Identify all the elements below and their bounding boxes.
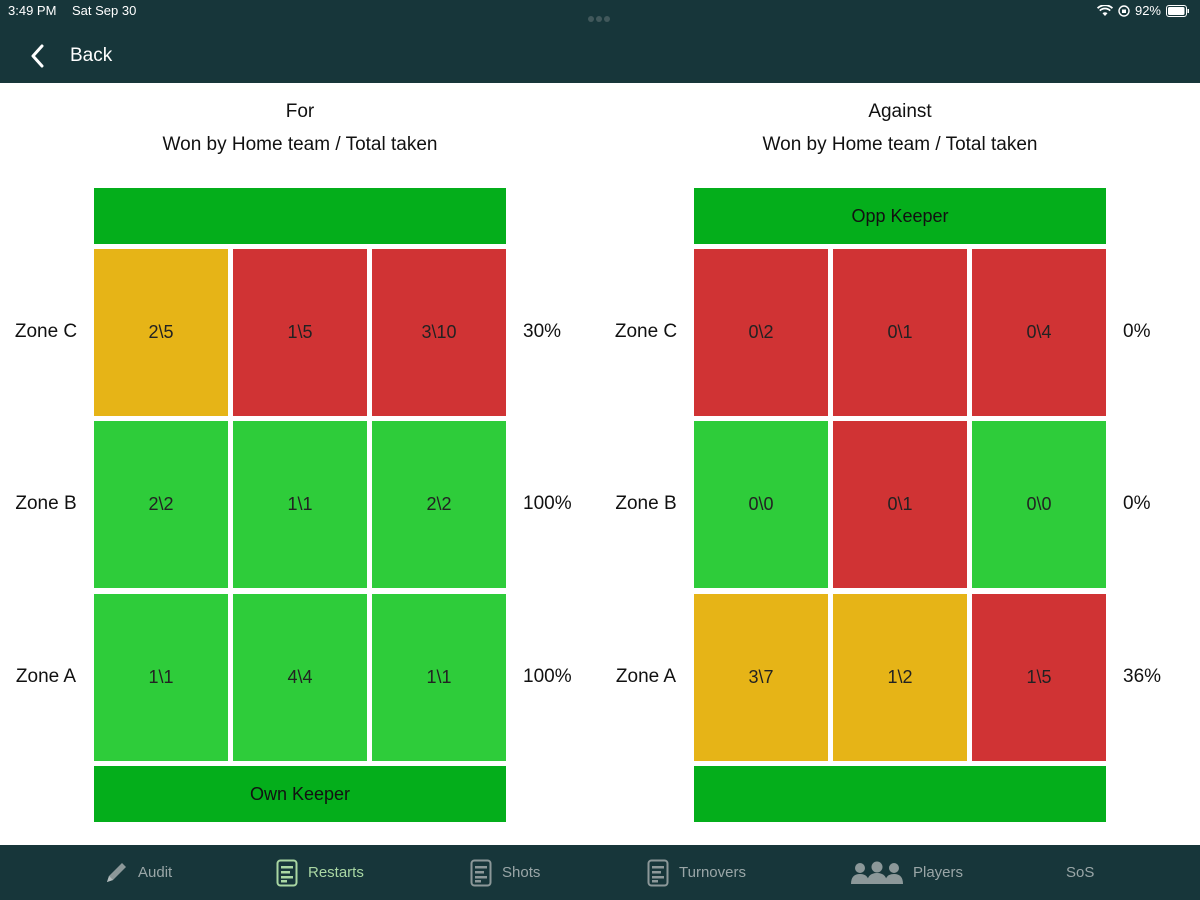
zone-cell[interactable]: 0\1 [833,421,967,588]
bottom-keeper-bar [694,766,1106,822]
orientation-lock-icon [1118,4,1130,17]
zone-label: Zone C [14,321,78,342]
tab-shots[interactable]: Shots [470,845,540,900]
zone-cell[interactable]: 3\10 [372,249,506,416]
zone-cell[interactable]: 0\0 [694,421,828,588]
tab-players[interactable]: Players [851,845,963,900]
tab-label: Players [913,864,964,881]
back-label: Back [70,45,113,66]
zone-cell[interactable]: 0\0 [972,421,1106,588]
tab-label: Shots [502,864,541,881]
zone-cell[interactable]: 1\5 [233,249,367,416]
tab-label: Audit [138,864,173,881]
zone-percentage: 100% [523,493,572,514]
panel-subtitle: Won by Home team / Total taken [162,134,438,155]
tab-label: Restarts [308,864,364,881]
zone-label: Zone B [15,493,77,514]
tab-bar: Audit Restarts Shots Turnovers [0,845,1200,900]
for-panel: For Won by Home team / Total taken Zone … [0,83,600,845]
zone-percentage: 36% [1123,666,1162,687]
zone-cell[interactable]: 3\7 [694,594,828,761]
tab-audit[interactable]: Audit [104,845,172,900]
back-button[interactable]: Back [30,38,112,74]
tab-label: SoS [1066,864,1095,881]
document-list-icon [276,859,298,886]
zone-percentage: 0% [1123,321,1151,342]
zone-cell[interactable]: 0\1 [833,249,967,416]
tab-restarts[interactable]: Restarts [276,845,364,900]
top-keeper-bar [94,188,506,244]
chevron-left-icon [31,44,44,68]
wifi-icon [1096,4,1113,16]
battery-icon [1166,4,1189,17]
zone-cell[interactable]: 2\2 [94,421,228,588]
zone-cell[interactable]: 2\2 [372,421,506,588]
zone-label: Zone C [614,321,678,342]
zone-cell[interactable]: 1\1 [372,594,506,761]
panel-title: For [285,101,315,122]
zone-cell[interactable]: 0\2 [694,249,828,416]
bottom-keeper-bar: Own Keeper [94,766,506,822]
zone-label: Zone A [615,666,677,687]
top-keeper-bar: Opp Keeper [694,188,1106,244]
document-list-icon [470,859,492,886]
document-list-icon [647,859,669,886]
zone-cell[interactable]: 1\1 [94,594,228,761]
panel-subtitle: Won by Home team / Total taken [762,134,1038,155]
zone-cell[interactable]: 1\1 [233,421,367,588]
top-bar: 3:49 PM Sat Sep 30 92% Back [0,0,1200,83]
pencil-icon [107,862,126,882]
zone-label: Zone B [615,493,677,514]
multitasking-dots-icon[interactable] [588,9,614,22]
zone-percentage: 0% [1123,493,1151,514]
tab-turnovers[interactable]: Turnovers [647,845,746,900]
people-group-icon [851,861,903,884]
status-date: Sat Sep 30 [72,3,137,18]
zone-cell[interactable]: 0\4 [972,249,1106,416]
zone-percentage: 30% [523,321,562,342]
tab-label: Turnovers [679,864,746,881]
status-indicators: 92% [1096,3,1190,18]
zone-cell[interactable]: 2\5 [94,249,228,416]
battery-percent: 92% [1134,3,1161,18]
against-panel: Against Won by Home team / Total taken O… [600,83,1200,845]
zone-cell[interactable]: 1\5 [972,594,1106,761]
status-time: 3:49 PM [8,3,57,18]
zone-cell[interactable]: 4\4 [233,594,367,761]
zone-label: Zone A [15,666,77,687]
zone-percentage: 100% [523,666,572,687]
tab-sos[interactable]: SoS [1066,845,1094,900]
zone-cell[interactable]: 1\2 [833,594,967,761]
panel-title: Against [868,101,932,122]
